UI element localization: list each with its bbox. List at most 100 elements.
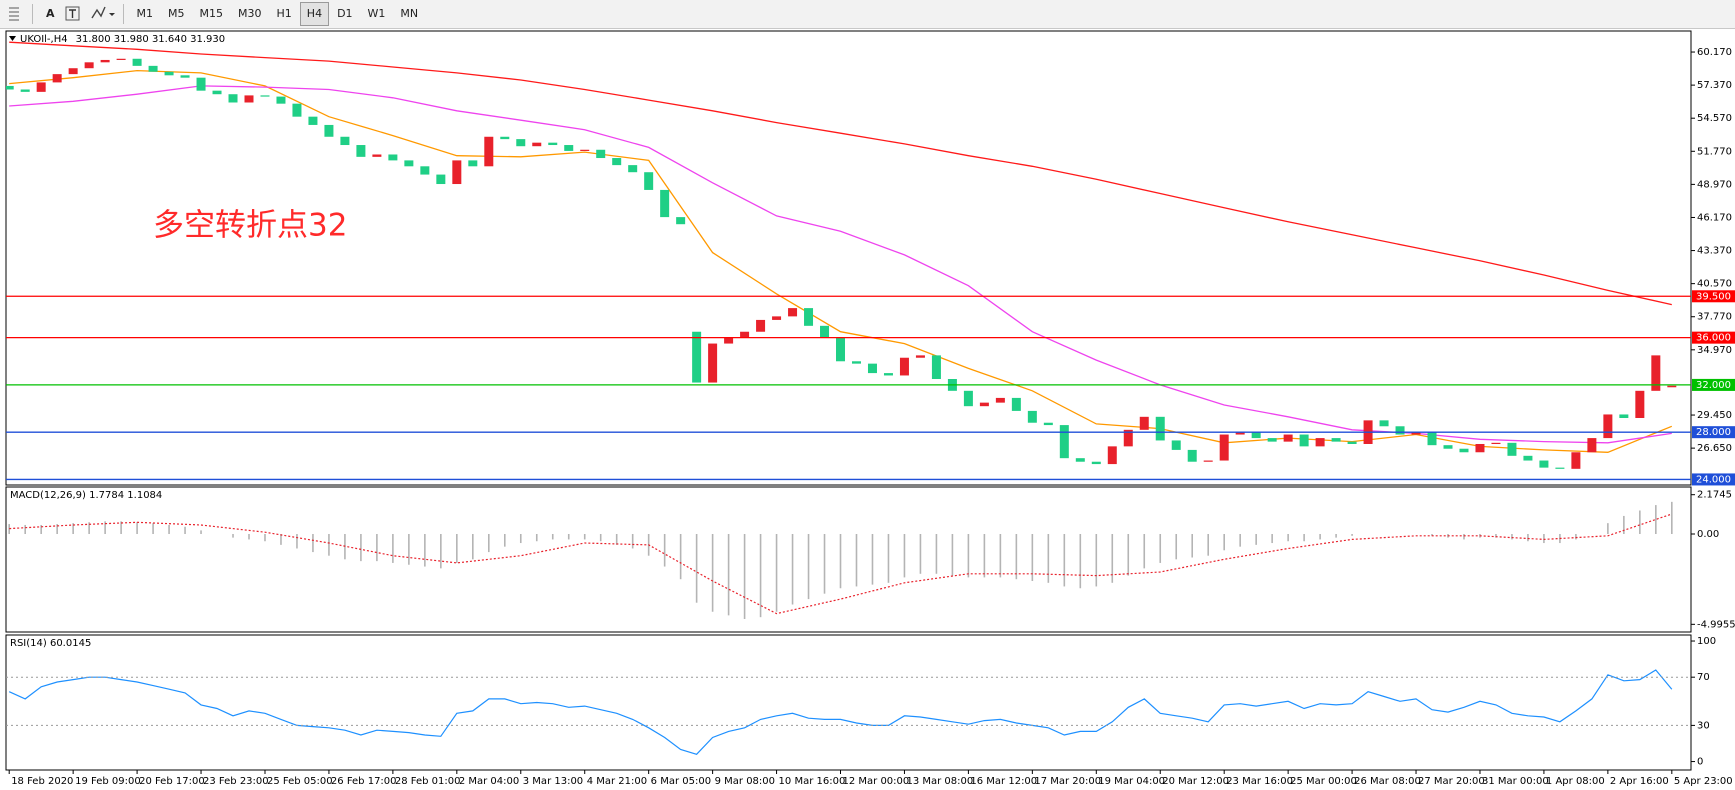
level-tag [1692, 378, 1735, 391]
candle [388, 154, 398, 161]
candle [1251, 432, 1261, 439]
x-tick-label: 12 Mar 00:00 [843, 776, 910, 787]
panel-frame [5, 634, 1692, 771]
candle [820, 325, 830, 338]
candle [1395, 426, 1405, 435]
candle [628, 165, 638, 173]
menu-icon[interactable] [6, 4, 26, 24]
candle [1379, 420, 1389, 427]
candle [867, 363, 877, 374]
timeframe-button[interactable]: H1 [276, 7, 292, 20]
y-tick-label: 100 [1697, 636, 1716, 647]
x-tick-label: 9 Mar 08:00 [715, 776, 775, 787]
candle [1523, 455, 1533, 461]
candle [132, 58, 142, 66]
candle [1555, 467, 1565, 469]
y-tick-label: 0 [1697, 757, 1703, 768]
candle [180, 75, 190, 78]
x-tick-label: 10 Mar 16:00 [779, 776, 846, 787]
candle [1651, 355, 1661, 391]
candle [164, 71, 174, 76]
candle [1123, 429, 1133, 447]
x-tick-label: 18 Feb 2020 [11, 776, 73, 787]
x-tick-label: 23 Mar 16:00 [1226, 776, 1293, 787]
candle [116, 58, 126, 60]
candle [420, 166, 430, 175]
plot-area [8, 669, 1673, 755]
candle [484, 136, 494, 167]
candle [452, 160, 462, 185]
candle [548, 142, 558, 146]
toolbar: A M1 M5 M15 M30 H1 H4 D1 W1 MN [0, 0, 1735, 29]
candle [1619, 414, 1629, 418]
candle [1075, 458, 1085, 462]
indicator-title: RSI(14) 60.0145 [10, 638, 91, 649]
y-tick-label: 2.1745 [1697, 490, 1732, 501]
candle [1027, 410, 1037, 423]
x-tick-label: 26 Feb 17:00 [331, 776, 397, 787]
candle [1139, 416, 1149, 430]
moving-average [9, 41, 1672, 306]
candle [804, 308, 814, 326]
candle [915, 355, 925, 358]
level-label: 32.000 [1696, 380, 1731, 391]
candle [468, 160, 478, 167]
candle [148, 65, 158, 72]
candle [963, 390, 973, 407]
x-tick-label: 5 Apr 23:00 [1674, 776, 1733, 787]
candle [1507, 442, 1517, 456]
candle [1059, 425, 1069, 459]
timeframe-button[interactable]: H4 [299, 2, 330, 26]
candle [20, 89, 30, 92]
candle [1475, 443, 1485, 453]
candle [1011, 397, 1021, 411]
timeframe-button[interactable]: D1 [337, 7, 353, 20]
y-tick-label: 34.970 [1697, 345, 1732, 356]
y-tick-label: -4.9955 [1697, 619, 1735, 630]
panel-header: UKOIl-,H4 31.800 31.980 31.640 31.930 [20, 34, 225, 45]
timeframe-button[interactable]: W1 [367, 7, 386, 20]
y-tick-label: 40.570 [1697, 279, 1732, 290]
y-tick-label: 0.00 [1697, 529, 1719, 540]
timeframe-button[interactable]: M30 [238, 7, 262, 20]
candle [1587, 438, 1597, 453]
y-tick-label: 43.370 [1697, 246, 1732, 257]
timeframe-button[interactable]: M5 [168, 7, 185, 20]
rsi-line [8, 669, 1673, 755]
y-tick-label: 29.450 [1697, 410, 1732, 421]
timeframe-button[interactable]: MN [400, 7, 419, 20]
text-tool[interactable]: A [46, 7, 55, 20]
candle [788, 308, 798, 317]
x-tick-label: 26 Mar 08:00 [1354, 776, 1421, 787]
candle [931, 355, 941, 380]
x-tick-label: 17 Mar 20:00 [1034, 776, 1101, 787]
panel-frame [5, 486, 1692, 633]
x-tick-label: 20 Feb 17:00 [139, 776, 205, 787]
level-label: 36.000 [1696, 333, 1731, 344]
shapes-tool[interactable] [89, 4, 117, 24]
collapse-arrow [9, 36, 16, 41]
x-tick-label: 25 Feb 05:00 [267, 776, 333, 787]
candle [1347, 441, 1357, 444]
x-tick-label: 13 Mar 08:00 [906, 776, 973, 787]
candle [1491, 442, 1501, 445]
candle [724, 337, 734, 344]
candle [292, 103, 302, 117]
candle [660, 189, 670, 218]
panel-header: RSI(14) 60.0145 [10, 638, 91, 649]
x-tick-label: 6 Mar 05:00 [651, 776, 711, 787]
label-tool[interactable] [63, 4, 83, 24]
x-tick-label: 20 Mar 12:00 [1162, 776, 1229, 787]
x-tick-label: 4 Mar 21:00 [587, 776, 647, 787]
candle [1667, 385, 1677, 388]
timeframe-button[interactable]: M1 [136, 7, 154, 20]
candle [52, 74, 62, 83]
candle [244, 95, 254, 103]
candle [100, 59, 110, 63]
y-tick-label: 60.170 [1697, 47, 1732, 58]
x-tick-label: 2 Apr 16:00 [1610, 776, 1669, 787]
candle [692, 331, 702, 383]
timeframe-button[interactable]: M15 [199, 7, 224, 20]
x-tick-label: 19 Feb 09:00 [75, 776, 141, 787]
